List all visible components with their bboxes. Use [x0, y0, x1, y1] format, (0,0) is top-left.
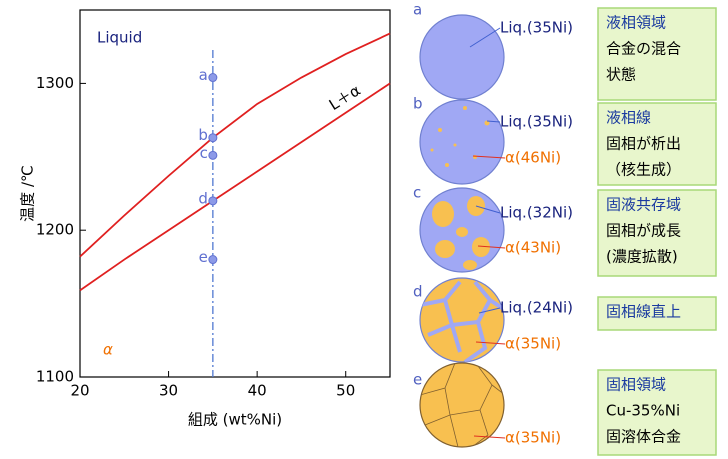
callout: Liq.(24Ni)	[500, 299, 573, 317]
state-point	[209, 74, 217, 82]
panel-letter: b	[413, 95, 423, 113]
x-tick-label: 30	[159, 382, 178, 400]
phase-line	[80, 83, 390, 290]
note-text: 固液共存域	[606, 196, 681, 214]
panel-letter: a	[413, 1, 422, 19]
note-text: 固溶体合金	[606, 428, 681, 446]
point-label: d	[198, 189, 208, 207]
point-label: e	[199, 248, 208, 266]
panel-letter: c	[413, 184, 421, 202]
point-label: a	[199, 66, 208, 84]
note-text: 固相領域	[606, 376, 666, 394]
x-tick-label: 50	[336, 382, 355, 400]
x-tick-label: 20	[70, 382, 89, 400]
region-label: L＋α	[326, 81, 364, 114]
plot-frame	[80, 10, 390, 377]
phase-line	[80, 33, 390, 256]
callout: Liq.(32Ni)	[500, 204, 573, 222]
panel-letter: d	[413, 283, 423, 301]
note-text: 状態	[606, 66, 636, 84]
x-axis-label: 組成 (wt%Ni)	[188, 411, 282, 429]
state-point	[209, 197, 217, 205]
y-axis-label: 温度 /℃	[19, 165, 37, 222]
state-point	[209, 134, 217, 142]
callout: Liq.(35Ni)	[500, 19, 573, 37]
micrograph	[420, 15, 505, 450]
note-text: 固相が析出	[606, 135, 681, 153]
note-text: 液相領域	[606, 14, 666, 32]
region-label: Liquid	[97, 29, 142, 47]
y-tick-label: 1300	[36, 74, 74, 92]
region-label: α	[103, 341, 113, 359]
note-text: 固相線直上	[606, 303, 681, 321]
note-text: 液相線	[606, 109, 651, 127]
callout: Liq.(35Ni)	[500, 113, 573, 131]
note-text: （核生成）	[606, 161, 681, 179]
page: 11001200130020304050組成 (wt%Ni)温度 /℃abcde…	[0, 0, 728, 459]
callout: α(35Ni)	[505, 335, 561, 353]
callout: α(43Ni)	[505, 239, 561, 257]
state-point	[209, 151, 217, 159]
point-label: b	[198, 126, 208, 144]
y-tick-label: 1100	[36, 368, 74, 386]
y-tick-label: 1200	[36, 221, 74, 239]
callout: α(35Ni)	[505, 429, 561, 447]
state-point	[209, 256, 217, 264]
callout: α(46Ni)	[505, 149, 561, 167]
figure: 11001200130020304050組成 (wt%Ni)温度 /℃abcde…	[0, 0, 728, 459]
note-text: 固相が成長	[606, 222, 681, 240]
x-tick-label: 40	[248, 382, 267, 400]
note-text: (濃度拡散)	[606, 248, 678, 266]
note-text: Cu-35%Ni	[606, 402, 680, 420]
point-label: c	[200, 144, 208, 162]
panel-letter: e	[413, 371, 422, 389]
note-text: 合金の混合	[606, 40, 681, 58]
